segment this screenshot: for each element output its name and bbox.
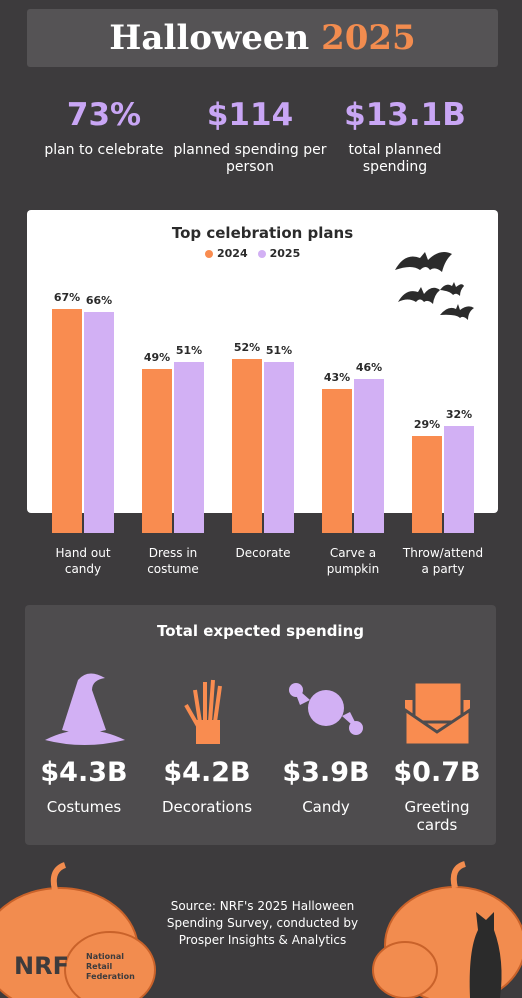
legend-swatch: [257, 249, 266, 258]
spending-icons: [45, 673, 472, 747]
legend-label: 2024: [217, 247, 248, 260]
value-label: 29%: [413, 418, 441, 432]
value-label: 51%: [265, 344, 293, 358]
logo-text: National Retail Federation: [86, 952, 135, 981]
bats: [395, 252, 474, 320]
stat-value: 73%: [66, 97, 142, 133]
title-box: [27, 9, 498, 67]
x-tick-label: Throw/attend a party: [402, 546, 484, 576]
value-label: 51%: [175, 344, 203, 358]
legend-label: 2025: [269, 247, 301, 260]
value-label: 43%: [323, 371, 351, 385]
x-tick-label: Carve a pumpkin: [326, 546, 380, 576]
legend-item: 2025: [257, 247, 301, 260]
amount-label: Decorations: [161, 798, 253, 816]
bar: [412, 436, 442, 533]
chart-title: Top celebration plans: [171, 224, 354, 242]
bar: [84, 312, 114, 533]
stat-label: planned spending per person: [173, 142, 327, 175]
x-tick-label: Decorate: [235, 546, 291, 560]
x-tick-label: Dress in costume: [147, 546, 199, 576]
bar: [232, 359, 262, 533]
amount-label: Costumes: [46, 798, 122, 816]
value-label: 46%: [355, 361, 383, 375]
bar: [174, 362, 204, 533]
title-year: 2025: [321, 18, 416, 58]
amount-label: Candy: [302, 798, 350, 816]
legend-swatch: [205, 249, 213, 258]
bar: [142, 369, 172, 533]
amount-label: Greeting cards: [404, 798, 470, 834]
x-tick-label: Hand out candy: [55, 546, 111, 576]
legend: 2024 2025: [205, 247, 300, 260]
bar: [354, 379, 384, 533]
bar: [264, 362, 294, 533]
bar: [444, 426, 474, 533]
legend-item: 2024: [205, 247, 248, 260]
stat-label: plan to celebrate: [44, 142, 164, 158]
stat-value: $13.1B: [344, 97, 466, 133]
value-label: 32%: [445, 408, 473, 421]
bar: [52, 309, 82, 533]
amount: $4.3B: [40, 757, 128, 788]
amount: $3.9B: [282, 757, 370, 788]
source: Source: NRF's 2025 Halloween Spending Su…: [166, 899, 359, 947]
title: Halloween 2025: [27, 9, 498, 67]
pumpkins: [0, 861, 522, 998]
stat-value: $114: [206, 97, 294, 133]
logo: NRF: [14, 952, 69, 980]
stat-label: total planned spending: [348, 142, 442, 175]
bar: [322, 389, 352, 533]
value-label: 67%: [53, 291, 81, 304]
title-text: Halloween: [109, 18, 310, 58]
amount: $4.2B: [163, 757, 251, 788]
value-label: 49%: [143, 351, 171, 365]
value-label: 52%: [233, 341, 261, 355]
value-label: 66%: [85, 294, 113, 308]
amount: $0.7B: [393, 757, 481, 788]
spending-title: Total expected spending: [157, 622, 364, 640]
